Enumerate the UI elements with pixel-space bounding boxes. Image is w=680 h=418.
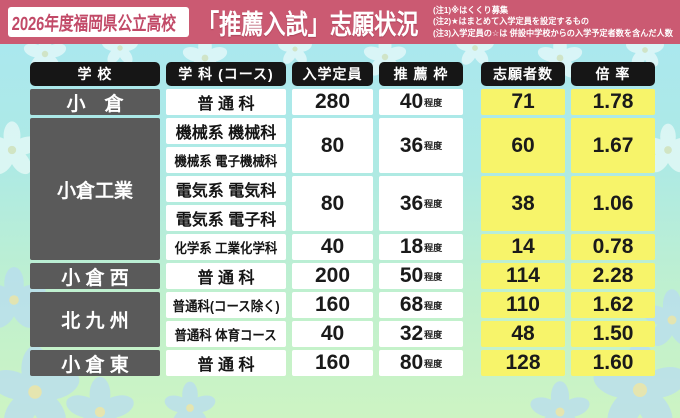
quota-suffix: 程度 <box>424 300 443 311</box>
footnote-1: (注1)※はくくり募集 <box>433 5 509 16</box>
column-header-department: 学 科 (コース) <box>166 62 286 86</box>
ratio-cell: 2.28 <box>571 263 655 289</box>
column-header-ratio: 倍 率 <box>571 62 655 86</box>
applicants-cell: 114 <box>481 263 565 289</box>
capacity-cell: 40 <box>292 234 373 260</box>
quota-cell: 50 程度 <box>379 263 463 289</box>
ratio-cell: 1.06 <box>571 176 655 231</box>
column-header-school: 学 校 <box>30 62 160 86</box>
ratio-cell: 0.78 <box>571 234 655 260</box>
dept-cell: 普 通 科 <box>166 350 286 376</box>
quota-cell: 36 程度 <box>379 176 463 231</box>
school-cell-kokura-nishi: 小 倉 西 <box>30 263 160 289</box>
capacity-cell: 280 <box>292 89 373 115</box>
quota-cell: 18 程度 <box>379 234 463 260</box>
capacity-cell: 160 <box>292 350 373 376</box>
quota-suffix: 程度 <box>424 199 443 209</box>
school-cell-kokura-kogyo: 小倉工業 <box>30 118 160 260</box>
applicants-cell: 60 <box>481 118 565 173</box>
dept-cell: 化学系 工業化学科 <box>166 234 286 260</box>
capacity-cell: 200 <box>292 263 373 289</box>
quota-suffix: 程度 <box>424 329 443 340</box>
dept-cell: 機械系 電子機械科 <box>166 147 286 173</box>
dept-cell: 電気系 電気科 <box>166 176 286 202</box>
ratio-cell: 1.50 <box>571 321 655 347</box>
quota-cell: 80 程度 <box>379 350 463 376</box>
ratio-cell: 1.62 <box>571 292 655 318</box>
ratio-cell: 1.67 <box>571 118 655 173</box>
capacity-cell: 80 <box>292 118 373 173</box>
ratio-cell: 1.60 <box>571 350 655 376</box>
applicants-cell: 38 <box>481 176 565 231</box>
footnotes: (注1)※はくくり募集 (注2)★はまとめて入学定員を設定するもの (注3)入学… <box>433 5 680 38</box>
page-title: 「推薦入試」志願状況 <box>197 9 419 40</box>
quota-suffix: 程度 <box>424 141 443 151</box>
ratio-cell: 1.78 <box>571 89 655 115</box>
capacity-cell: 160 <box>292 292 373 318</box>
title-year-text: 2026年度福岡県公立高校 <box>11 13 177 35</box>
capacity-cell: 80 <box>292 176 373 231</box>
application-status-table: 学 校 学 科 (コース) 入学定員 推 薦 枠 志願者数 倍 率 小 倉 普 … <box>30 62 655 376</box>
footnote-2: (注2)★はまとめて入学定員を設定するもの <box>433 16 590 27</box>
applicants-cell: 71 <box>481 89 565 115</box>
title-year-box: 2026年度福岡県公立高校 <box>8 7 189 37</box>
title-bar: 2026年度福岡県公立高校 「推薦入試」志願状況 (注1)※はくくり募集 (注2… <box>0 0 680 44</box>
applicants-cell: 110 <box>481 292 565 318</box>
applicants-cell: 14 <box>481 234 565 260</box>
quota-suffix: 程度 <box>424 242 443 253</box>
dept-cell: 普通科 体育コース <box>166 321 286 347</box>
footnote-3: (注3)入学定員の☆は 併設中学校からの入学予定者数を含んだ人数 <box>433 27 673 38</box>
school-cell-kokura: 小 倉 <box>30 89 160 115</box>
quota-suffix: 程度 <box>424 271 443 282</box>
capacity-cell: 40 <box>292 321 373 347</box>
quota-cell: 40 程度 <box>379 89 463 115</box>
applicants-cell: 48 <box>481 321 565 347</box>
dept-cell: 普 通 科 <box>166 89 286 115</box>
dept-cell: 電気系 電子科 <box>166 205 286 231</box>
column-header-capacity: 入学定員 <box>292 62 373 86</box>
dept-cell: 機械系 機械科 <box>166 118 286 144</box>
quota-cell: 68 程度 <box>379 292 463 318</box>
quota-suffix: 程度 <box>424 97 443 108</box>
quota-suffix: 程度 <box>424 358 443 369</box>
column-header-quota: 推 薦 枠 <box>379 62 463 86</box>
quota-cell: 36 程度 <box>379 118 463 173</box>
dept-cell: 普通科(コース除く) <box>166 292 286 318</box>
school-cell-kitakyushu: 北 九 州 <box>30 292 160 347</box>
quota-cell: 32 程度 <box>379 321 463 347</box>
applicants-cell: 128 <box>481 350 565 376</box>
dept-cell: 普 通 科 <box>166 263 286 289</box>
column-header-applicants: 志願者数 <box>481 62 565 86</box>
school-cell-kokura-higashi: 小 倉 東 <box>30 350 160 376</box>
